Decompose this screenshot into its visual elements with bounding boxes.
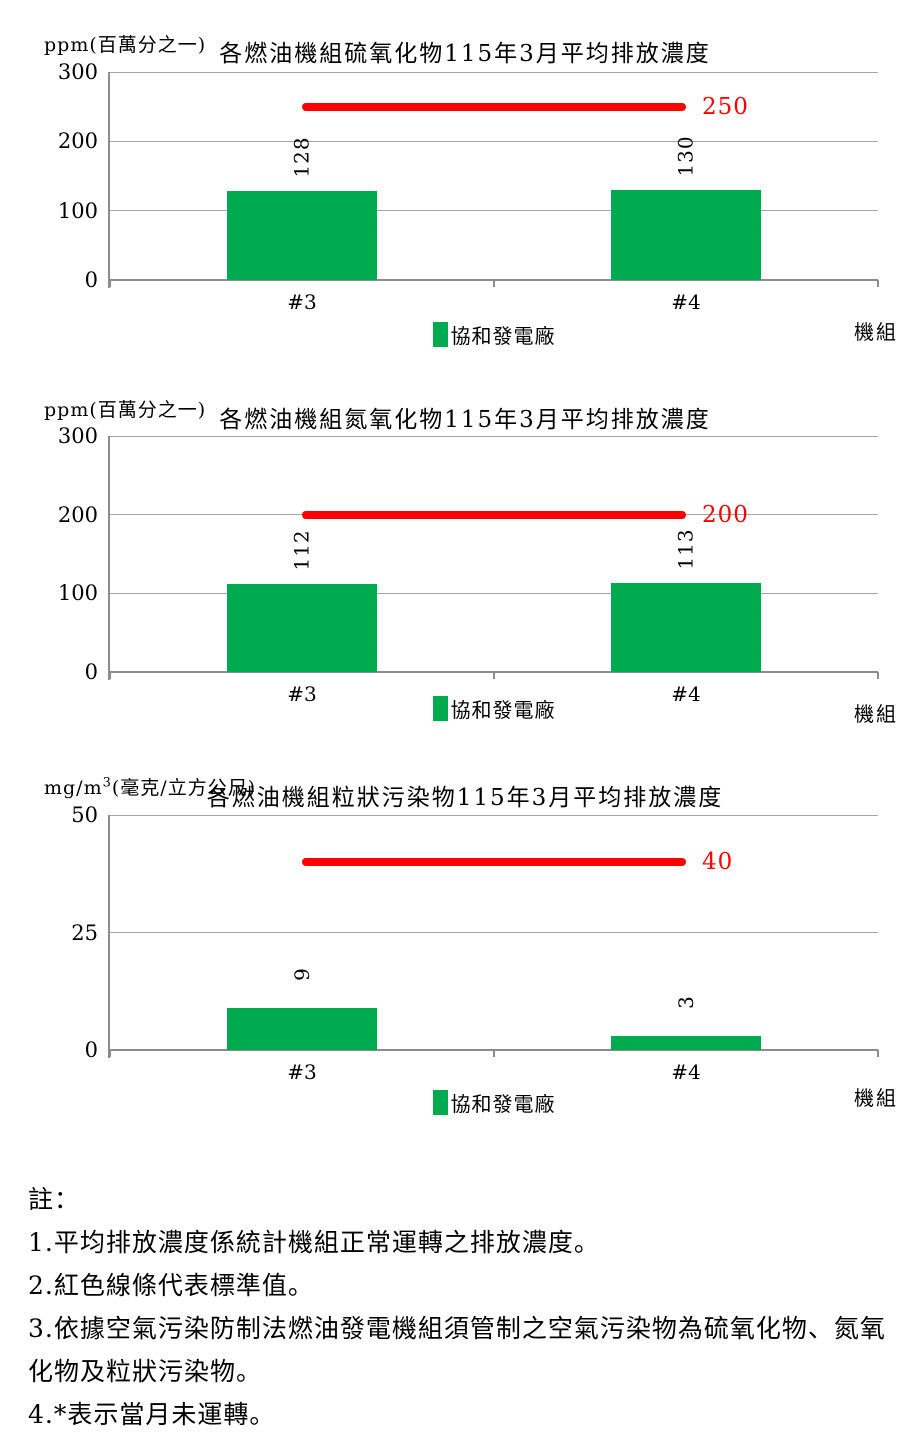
legend-color-swatch (432, 322, 448, 347)
gridline (110, 435, 878, 437)
chart-title: 各燃油機組粒狀污染物115年3月平均排放濃度 (206, 785, 724, 811)
gridline (110, 71, 878, 73)
x-tick-label: #4 (671, 1060, 701, 1084)
bar-value-label: 9 (286, 946, 318, 1002)
x-axis-tick (877, 1050, 879, 1057)
chart-nox: ppm(百萬分之一) 各燃油機組氮氧化物115年3月平均排放濃度 0 100 200… (0, 380, 924, 760)
note-item: 1.平均排放濃度係統計機組正常運轉之排放濃度。 (28, 1228, 600, 1257)
y-tick-label: 100 (57, 198, 98, 223)
legend: 協和發電廠 (110, 694, 878, 723)
x-tick-label: #4 (671, 290, 701, 314)
x-axis-tick (877, 672, 879, 679)
gridline (110, 932, 878, 933)
y-tick-label: 0 (84, 1038, 98, 1062)
bar-unit4 (611, 189, 761, 280)
note-item: 2.紅色線條代表標準值。 (28, 1271, 314, 1300)
y-tick-label: 300 (57, 60, 98, 84)
unit-text: (百萬分之一) (89, 34, 207, 56)
legend-label: 協和發電廠 (450, 1092, 556, 1116)
standard-value-label: 40 (702, 849, 734, 875)
standard-value-label: 250 (702, 93, 749, 120)
y-tick-label: 200 (57, 502, 98, 527)
legend: 協和發電廠 (110, 320, 878, 349)
x-axis-tick (877, 280, 879, 287)
note-item: 3.依據空氣污染防制法燃油發電機組須管制之空氣污染物為硫氧化物、氮氧化物及粒狀污… (28, 1314, 886, 1386)
chart-sox: ppm(百萬分之一) 各燃油機組硫氧化物115年3月平均排放濃度 0 100 200… (0, 0, 924, 380)
gridline (110, 210, 878, 212)
x-tick-label: #3 (287, 682, 317, 706)
x-axis-label: 機組 (854, 320, 898, 344)
x-tick-label: #3 (287, 290, 317, 314)
x-axis-label: 機組 (854, 1086, 898, 1110)
legend-label: 協和發電廠 (450, 324, 556, 348)
bar-unit4 (611, 1035, 761, 1050)
unit-text: (毫克/立方公尺) (111, 777, 257, 799)
bar-value-label: 130 (670, 128, 702, 184)
y-axis-line (108, 815, 110, 1058)
unit-text: ppm (44, 34, 90, 56)
plot-area: 0 100 200 300 112 #3 113 #4 200 (58, 424, 879, 706)
unit-text: (百萬分之一) (89, 399, 207, 421)
legend: 協和發電廠 (110, 1088, 878, 1117)
notes-block: 註： 1.平均排放濃度係統計機組正常運轉之排放濃度。 2.紅色線條代表標準值。 … (28, 1178, 902, 1436)
x-axis-tick (109, 280, 111, 287)
x-axis-tick (109, 1050, 111, 1057)
x-axis-tick (109, 672, 111, 679)
x-axis-label: 機組 (854, 702, 898, 726)
plot-area: 0 25 50 9 #3 3 #4 40 (71, 803, 879, 1084)
bar-value-label: 3 (670, 974, 702, 1030)
y-axis-unit-label: ppm(百萬分之一) (44, 395, 206, 422)
chart-title: 各燃油機組氮氧化物115年3月平均排放濃度 (219, 407, 711, 433)
bar-value-text: 9 (289, 966, 314, 981)
bar-value-text: 112 (290, 529, 314, 571)
standard-line (302, 510, 686, 519)
y-tick-label: 0 (84, 268, 98, 292)
y-tick-label: 100 (57, 581, 98, 606)
y-axis-unit-label: ppm(百萬分之一) (44, 30, 206, 57)
standard-line (302, 858, 686, 866)
x-axis-tick (493, 280, 495, 287)
bar-unit3 (227, 191, 377, 280)
unit-text: mg/m (44, 777, 103, 799)
gridline (110, 814, 878, 816)
y-axis-line (108, 72, 110, 288)
bar-value-text: 128 (290, 136, 314, 178)
unit-text: ppm (44, 399, 90, 421)
bar-value-label: 112 (286, 522, 318, 578)
y-tick-label: 50 (71, 803, 98, 827)
y-tick-label: 25 (71, 920, 98, 945)
y-axis-line (108, 436, 110, 680)
bar-value-label: 113 (670, 521, 702, 577)
unit-superscript: 3 (102, 775, 112, 791)
bar-unit4 (611, 583, 761, 672)
bar-unit3 (227, 583, 377, 672)
y-tick-label: 200 (57, 129, 98, 154)
plot-area: 0 100 200 300 128 #3 130 #4 250 (58, 60, 879, 314)
x-axis-tick (493, 672, 495, 679)
y-axis-unit-label: mg/m3(毫克/立方公尺) (44, 773, 256, 800)
legend-color-swatch (432, 696, 448, 721)
y-tick-label: 0 (84, 660, 98, 684)
gridline (110, 592, 878, 594)
gridline (110, 140, 878, 142)
bar-value-text: 3 (673, 995, 698, 1009)
standard-line (302, 102, 686, 111)
bar-unit3 (227, 1007, 377, 1050)
x-axis-tick (493, 1050, 495, 1057)
chart-title: 各燃油機組硫氧化物115年3月平均排放濃度 (219, 41, 711, 67)
standard-value-label: 200 (702, 501, 749, 528)
x-tick-label: #4 (671, 682, 701, 706)
y-tick-label: 300 (57, 424, 98, 448)
bar-value-text: 113 (674, 528, 698, 570)
x-tick-label: #3 (287, 1060, 317, 1084)
bar-value-label: 128 (286, 129, 318, 185)
legend-color-swatch (432, 1090, 448, 1115)
legend-label: 協和發電廠 (450, 698, 556, 722)
bar-value-text: 130 (674, 135, 698, 177)
notes-heading: 註： (28, 1185, 81, 1214)
